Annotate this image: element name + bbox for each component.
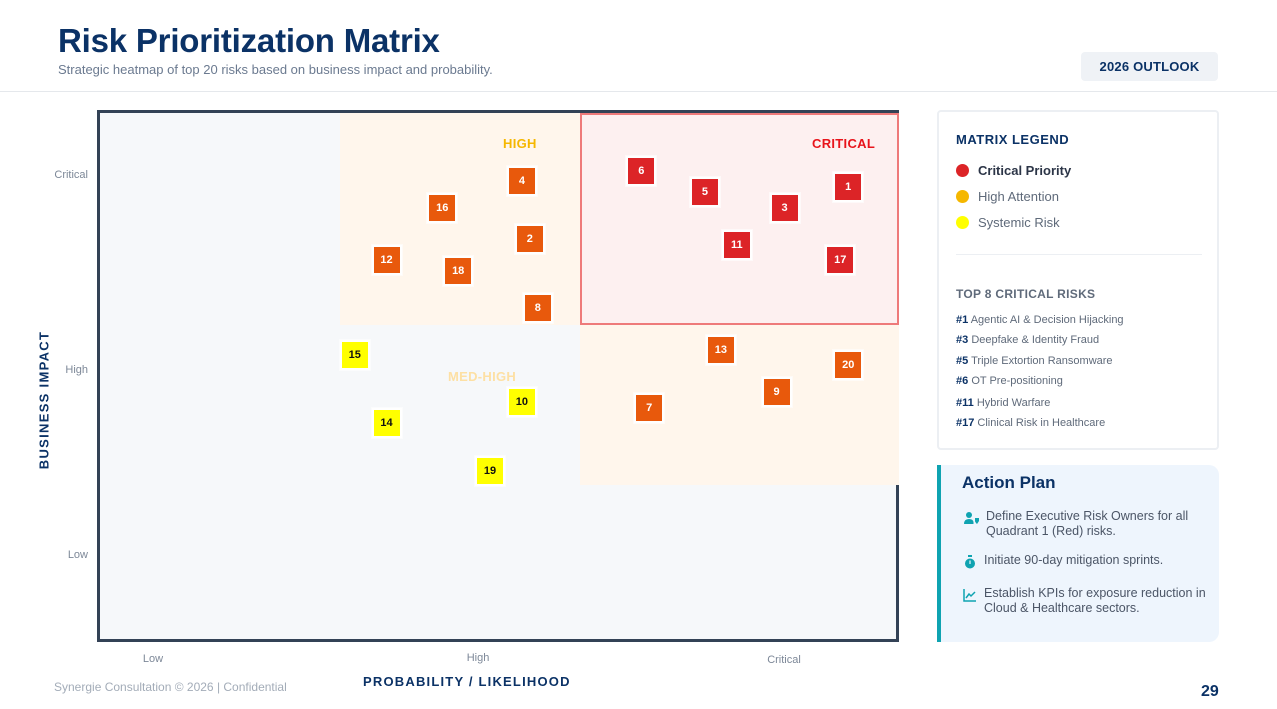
risk-marker-3[interactable]: 3: [769, 192, 800, 223]
zone-label-critical: CRITICAL: [812, 136, 876, 151]
page-title: Risk Prioritization Matrix: [58, 22, 440, 59]
risk-matrix: HIGH CRITICAL MED-HIGH 1 2 3 4 5 6 7 8 9 10 11 12 13…: [97, 110, 899, 642]
outlook-badge: 2026 OUTLOOK: [1081, 52, 1218, 81]
risk-marker-13[interactable]: 13: [705, 334, 736, 365]
risk-label: OT Pre-positioning: [971, 375, 1063, 387]
risk-marker-15[interactable]: 15: [339, 339, 370, 370]
risk-marker-9[interactable]: 9: [761, 376, 792, 407]
top-risk-item: #17 Clinical Risk in Healthcare: [956, 417, 1105, 429]
high-dot-icon: [956, 190, 969, 203]
risk-marker-10[interactable]: 10: [506, 387, 537, 418]
risk-label: Triple Extortion Ransomware: [971, 355, 1113, 367]
zone-label-high: HIGH: [503, 136, 537, 151]
action-item: Define Executive Risk Owners for all Qua…: [962, 509, 1212, 539]
risk-marker-16[interactable]: 16: [427, 192, 458, 223]
risk-label: Hybrid Warfare: [976, 397, 1051, 409]
top-risk-item: #6 OT Pre-positioning: [956, 375, 1063, 387]
y-axis-title: BUSINESS IMPACT: [36, 330, 52, 470]
risk-number: #6: [956, 375, 969, 387]
stopwatch-icon: [960, 553, 980, 569]
action-text: Define Executive Risk Owners for all Qua…: [986, 509, 1189, 538]
action-plan-card: Action Plan Define Executive Risk Owners…: [937, 465, 1219, 642]
risk-number: #11: [956, 397, 974, 409]
user-shield-icon: [962, 509, 982, 539]
risk-marker-8[interactable]: 8: [522, 292, 553, 323]
risk-marker-4[interactable]: 4: [506, 166, 537, 197]
legend-title: MATRIX LEGEND: [956, 132, 1070, 147]
top-risk-item: #11 Hybrid Warfare: [956, 397, 1050, 409]
legend-item-high: High Attention: [956, 189, 1059, 204]
action-item: Establish KPIs for exposure reduction in…: [960, 586, 1210, 616]
top-risk-item: #5 Triple Extortion Ransomware: [956, 355, 1113, 367]
risk-label: Clinical Risk in Healthcare: [977, 417, 1106, 429]
zone-critical: [580, 113, 899, 325]
risk-marker-18[interactable]: 18: [443, 255, 474, 286]
risk-marker-14[interactable]: 14: [371, 408, 402, 439]
risk-number: #17: [956, 417, 975, 429]
x-axis-title: PROBABILITY / LIKELIHOOD: [363, 674, 571, 689]
systemic-dot-icon: [956, 216, 969, 229]
action-text: Initiate 90-day mitigation sprints.: [984, 553, 1164, 567]
risk-number: #1: [956, 314, 969, 326]
risk-marker-17[interactable]: 17: [825, 245, 856, 276]
legend-label: Systemic Risk: [978, 215, 1060, 230]
x-tick-critical: Critical: [767, 654, 801, 666]
critical-dot-icon: [956, 164, 969, 177]
x-tick-low: Low: [142, 653, 164, 665]
x-tick-high: High: [466, 652, 490, 664]
action-item: Initiate 90-day mitigation sprints.: [960, 553, 1210, 569]
top-risk-item: #1 Agentic AI & Decision Hijacking: [956, 314, 1124, 326]
page-subtitle: Strategic heatmap of top 20 risks based …: [58, 62, 493, 77]
action-text: Establish KPIs for exposure reduction in…: [984, 586, 1206, 615]
legend-label: High Attention: [978, 189, 1059, 204]
legend-card: MATRIX LEGEND Critical Priority High Att…: [937, 110, 1219, 450]
risk-label: Deepfake & Identity Fraud: [971, 334, 1100, 346]
risk-marker-11[interactable]: 11: [721, 229, 752, 260]
header-divider: [0, 91, 1277, 92]
risk-number: #3: [956, 334, 969, 346]
risk-marker-19[interactable]: 19: [475, 455, 506, 486]
y-tick-critical: Critical: [54, 169, 88, 181]
risk-marker-2[interactable]: 2: [514, 224, 545, 255]
risk-label: Agentic AI & Decision Hijacking: [970, 314, 1124, 326]
footer-copyright: Synergie Consultation © 2026 | Confident…: [54, 680, 287, 694]
risk-marker-20[interactable]: 20: [833, 350, 864, 381]
chart-line-icon: [960, 586, 980, 616]
risk-number: #5: [956, 355, 969, 367]
risk-marker-12[interactable]: 12: [371, 245, 402, 276]
y-tick-low: Low: [67, 549, 88, 561]
zone-label-med-high: MED-HIGH: [448, 369, 517, 384]
page-number: 29: [1201, 683, 1219, 700]
zone-high-lower: [580, 325, 899, 485]
risk-marker-5[interactable]: 5: [689, 176, 720, 207]
zone-high: [340, 113, 580, 325]
top-risk-item: #3 Deepfake & Identity Fraud: [956, 334, 1099, 346]
top-risks-title: TOP 8 CRITICAL RISKS: [956, 287, 1096, 301]
risk-marker-7[interactable]: 7: [634, 392, 665, 423]
legend-item-critical: Critical Priority: [956, 163, 1071, 178]
action-plan-title: Action Plan: [962, 473, 1056, 492]
risk-marker-1[interactable]: 1: [833, 171, 864, 202]
y-tick-high: High: [65, 364, 88, 376]
legend-divider: [956, 254, 1202, 255]
risk-marker-6[interactable]: 6: [626, 155, 657, 186]
legend-item-systemic: Systemic Risk: [956, 215, 1060, 230]
legend-label: Critical Priority: [978, 163, 1072, 178]
